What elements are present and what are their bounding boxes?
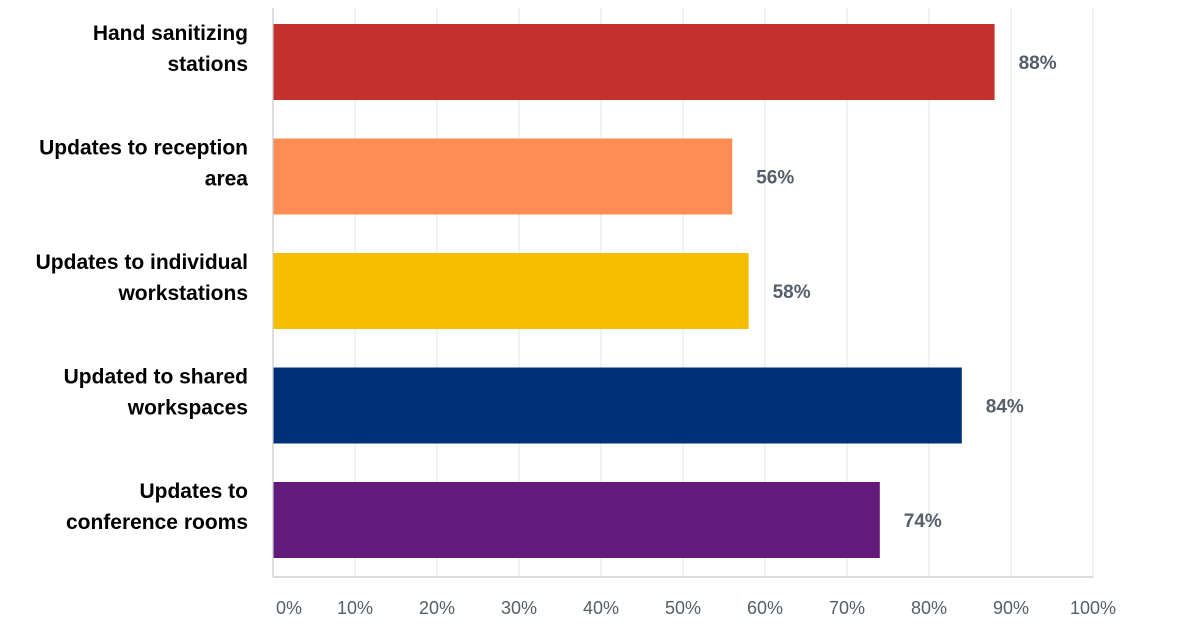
x-tick-label: 70%	[829, 598, 865, 618]
x-tick-label: 20%	[419, 598, 455, 618]
category-label-line: Updates to	[139, 480, 248, 503]
bar-5	[273, 482, 880, 558]
category-label-line: area	[205, 168, 249, 191]
bar-3	[273, 253, 749, 329]
bars	[273, 24, 995, 558]
x-tick-label: 40%	[583, 598, 619, 618]
value-labels: 88% 56% 58% 84% 74%	[756, 53, 1057, 532]
bar-1	[273, 24, 995, 100]
category-label: Updates to individual workstations	[36, 251, 248, 305]
x-axis: 0% 10% 20% 30% 40% 50% 60% 70% 80% 90% 100%	[272, 8, 1116, 618]
category-label-line: stations	[167, 53, 248, 76]
bar-value-label: 88%	[1019, 53, 1057, 74]
category-label: Updated to shared workspaces	[64, 366, 248, 420]
x-tick-label: 90%	[993, 598, 1029, 618]
bar-value-label: 84%	[986, 397, 1024, 418]
category-label-line: workspaces	[127, 397, 248, 420]
bar-value-label: 58%	[773, 282, 811, 303]
x-tick-label: 30%	[501, 598, 537, 618]
x-tick-label: 50%	[665, 598, 701, 618]
x-tick-label: 10%	[337, 598, 373, 618]
category-label: Hand sanitizing stations	[93, 22, 248, 76]
category-label-line: Hand sanitizing	[93, 22, 248, 45]
category-labels: Hand sanitizing stations Updates to recept…	[36, 22, 249, 534]
x-tick-label: 80%	[911, 598, 947, 618]
category-label-line: workstations	[117, 282, 248, 305]
x-tick-label: 0%	[276, 598, 302, 618]
category-label: Updates to reception area	[39, 137, 248, 191]
category-label: Updates to conference rooms	[66, 480, 248, 534]
bar-value-label: 74%	[904, 511, 942, 532]
x-tick-label: 60%	[747, 598, 783, 618]
bar-2	[273, 138, 733, 215]
category-label-line: conference rooms	[66, 511, 248, 534]
category-label-line: Updated to shared	[64, 366, 248, 389]
x-tick-label: 100%	[1070, 598, 1116, 618]
category-label-line: Updates to individual	[36, 251, 248, 274]
category-label-line: Updates to reception	[39, 137, 248, 160]
bar-value-label: 56%	[756, 168, 794, 189]
bar-4	[273, 367, 962, 444]
